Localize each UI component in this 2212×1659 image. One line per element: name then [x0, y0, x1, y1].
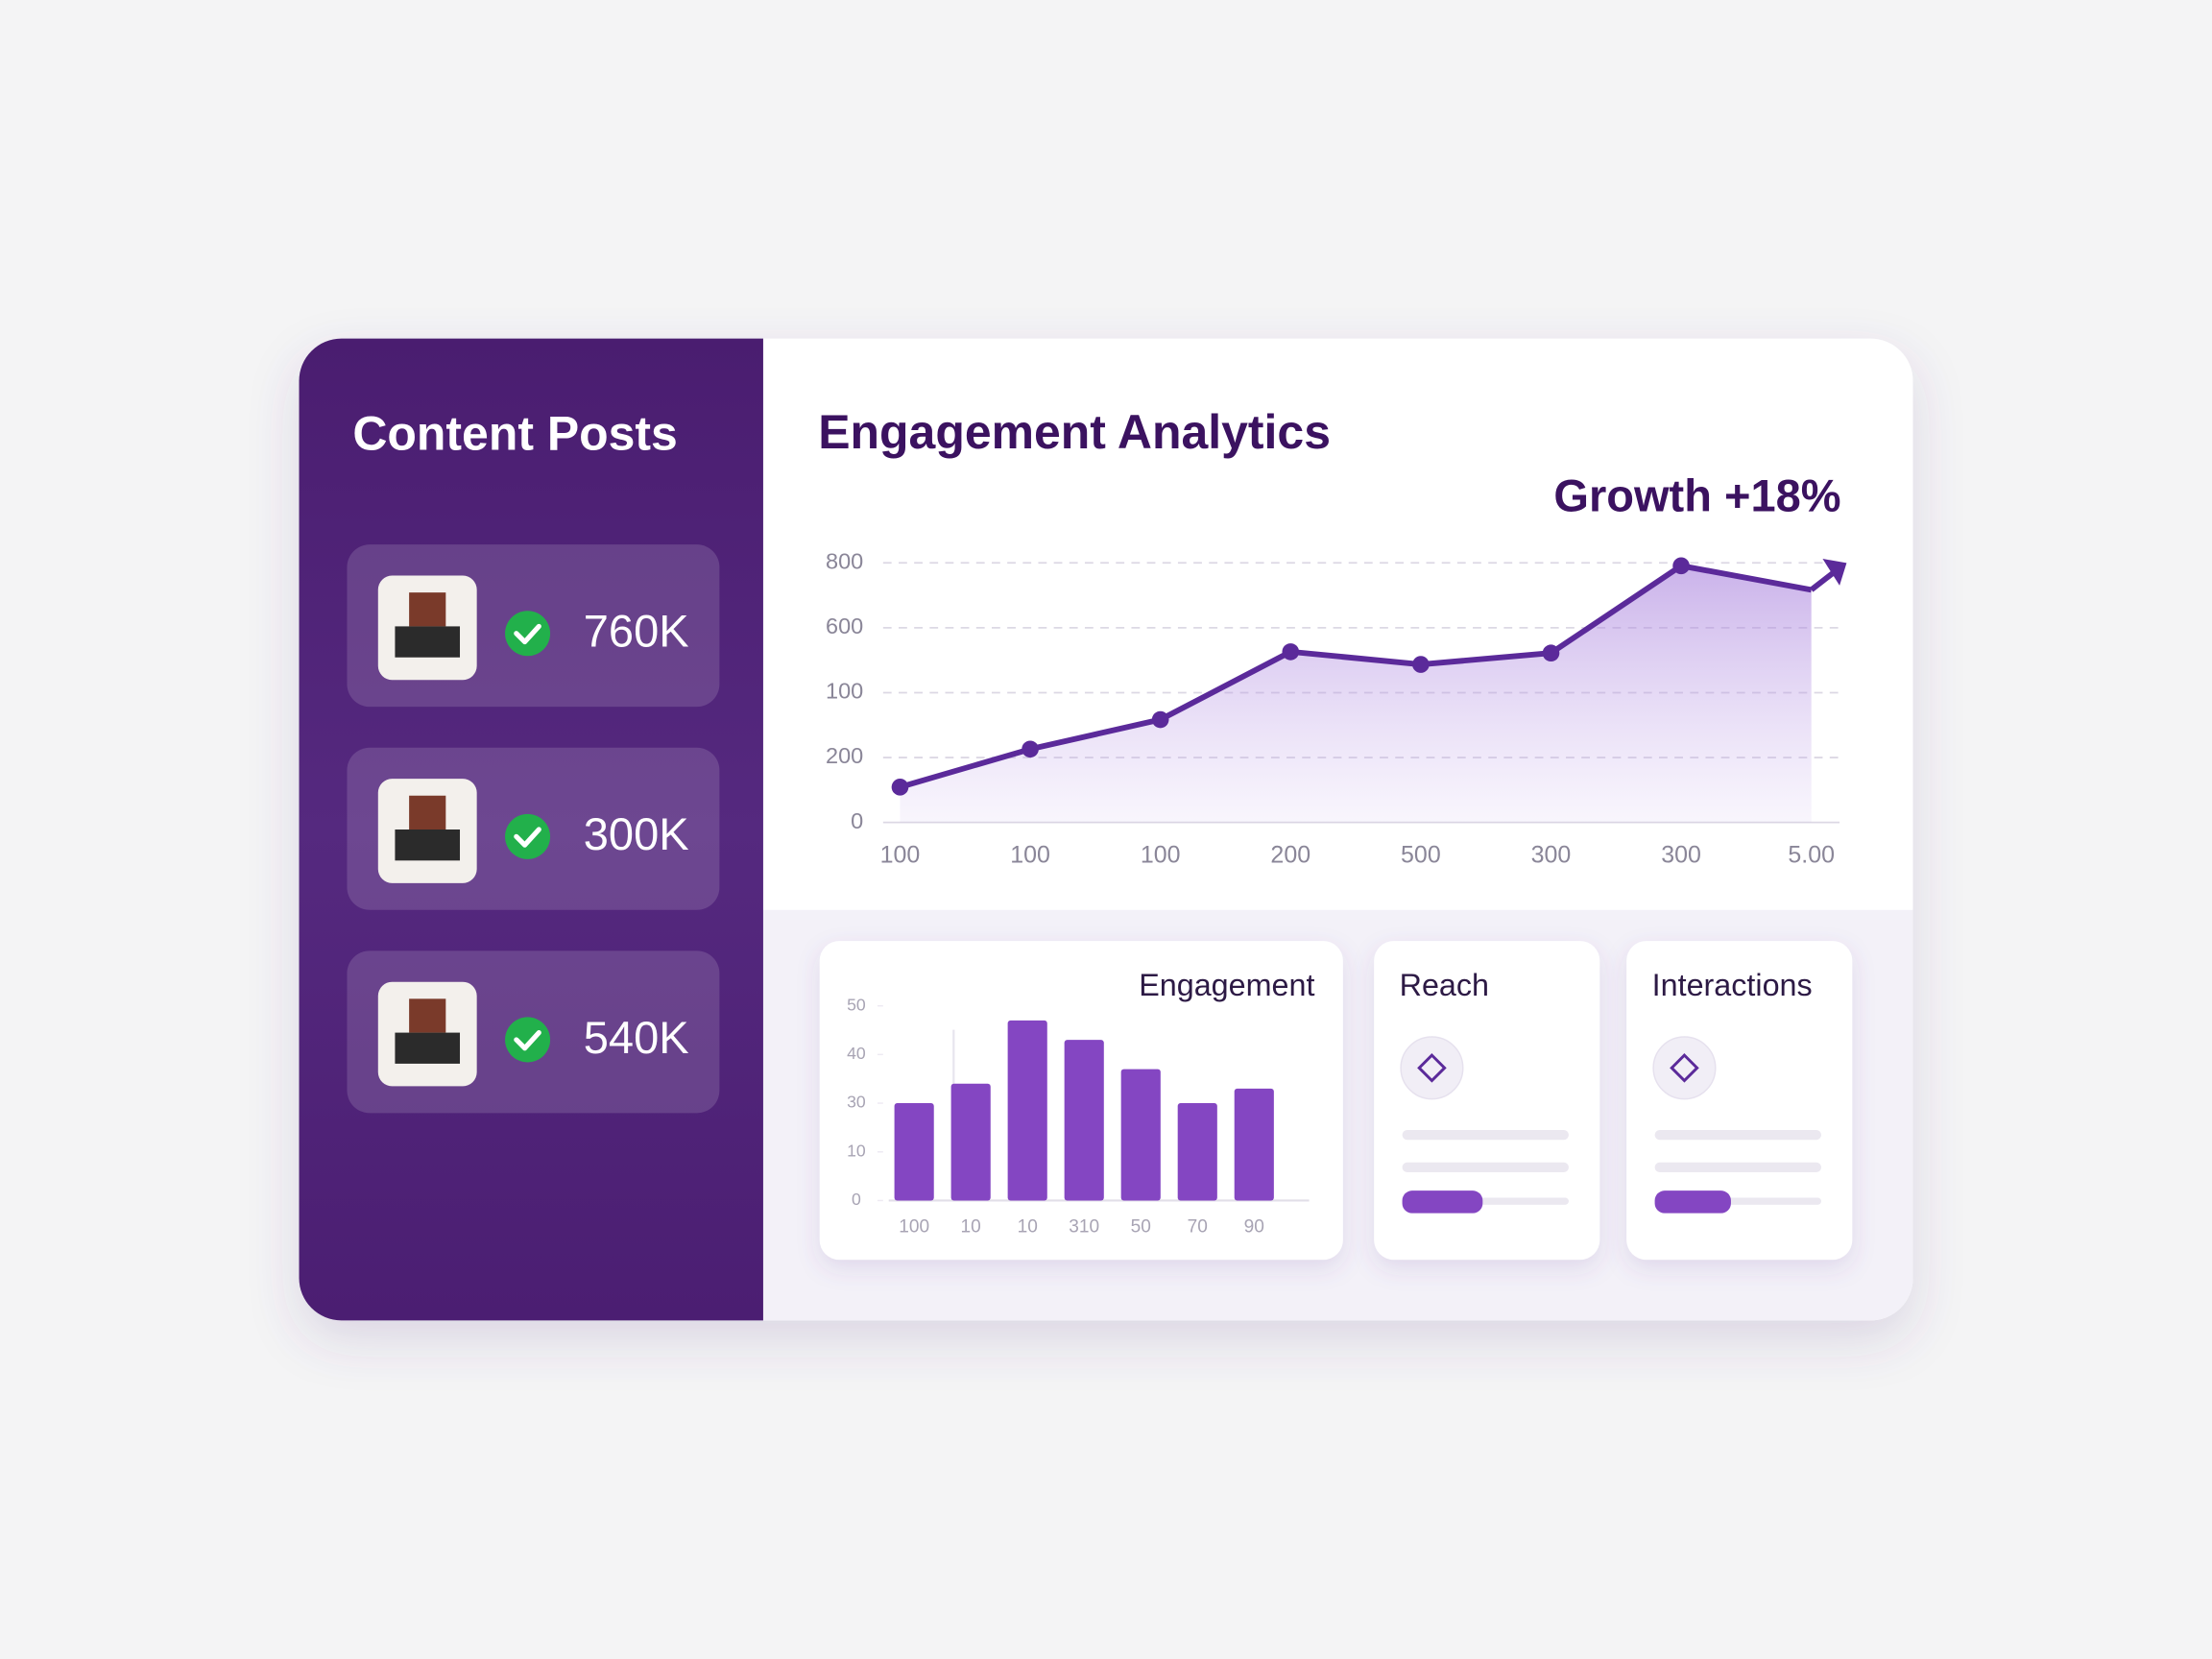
y-tick-label: 50 [847, 995, 866, 1014]
area-fill [900, 565, 1812, 823]
x-tick-label: 5.00 [1788, 842, 1835, 869]
point [1151, 710, 1169, 729]
y-tick-label: 100 [826, 679, 863, 704]
point [1672, 557, 1690, 575]
thumbnail-picture [409, 795, 446, 830]
bar [894, 1103, 934, 1201]
bar [1177, 1103, 1217, 1201]
bar [1120, 1069, 1161, 1201]
bar-chart: 0 10 30 40 50 100 10 10 310 50 70 90 [847, 995, 1310, 1237]
point [891, 778, 909, 796]
check-mark [514, 623, 541, 645]
x-tick-label: 10 [1018, 1216, 1038, 1237]
post-item: 760K [347, 544, 720, 708]
bar [950, 1083, 991, 1201]
point [1412, 656, 1430, 673]
x-tick-label: 100 [1010, 842, 1050, 869]
post-value: 300K [584, 808, 689, 859]
bar-chart-title: Engagement [1139, 968, 1314, 1002]
bar [1064, 1040, 1104, 1201]
icon-diamond [1417, 1053, 1447, 1083]
check-icon [505, 611, 551, 657]
skeleton-line [1402, 1162, 1569, 1173]
line-chart: 0 200 100 600 800 100 100 100 200 500 300 300 5.00 [826, 548, 1847, 869]
line [899, 563, 1813, 790]
bar [1007, 1020, 1047, 1201]
post-list: 760K 300K 540K [347, 544, 720, 1114]
card-title: Interactions [1652, 968, 1813, 1002]
icon-badge [1400, 1036, 1464, 1100]
y-tick-label: 600 [826, 613, 863, 638]
point [1542, 644, 1560, 662]
chart-title: Engagement Analytics [818, 405, 1331, 459]
progress-fill [1402, 1190, 1483, 1214]
thumbnail-table [395, 1032, 461, 1064]
bar [1234, 1088, 1274, 1201]
x-tick-label: 300 [1661, 842, 1701, 869]
sidebar-title: Content Posts [352, 407, 677, 461]
x-tick-label: 300 [1531, 842, 1572, 869]
metric-cards: Reach Interactions [1374, 941, 1853, 1261]
point [1282, 643, 1300, 661]
skeleton-line [1654, 1129, 1821, 1141]
growth-label: Growth +18% [1553, 470, 1840, 521]
y-tick-label: 0 [852, 1190, 861, 1209]
x-tick-label: 500 [1401, 842, 1441, 869]
post-value: 760K [584, 606, 689, 657]
icon-badge [1652, 1036, 1717, 1100]
skeleton-line [1654, 1162, 1821, 1173]
check-mark [514, 1030, 541, 1051]
metric-card [1626, 941, 1853, 1261]
x-tick-label: 10 [961, 1216, 981, 1237]
check-icon [505, 1017, 551, 1063]
progress-fill [1654, 1190, 1731, 1214]
post-item: 540K [347, 950, 720, 1114]
check-mark [514, 827, 541, 848]
point [1022, 740, 1039, 758]
thumbnail-picture [409, 998, 446, 1033]
check-icon [505, 813, 551, 859]
x-tick-label: 90 [1244, 1216, 1264, 1237]
x-tick-label: 50 [1131, 1216, 1151, 1237]
post-value: 540K [584, 1012, 689, 1063]
post-item: 300K [347, 747, 720, 910]
thumbnail-picture [409, 592, 446, 627]
y-tick-label: 200 [826, 743, 863, 768]
x-tick-label: 310 [1069, 1216, 1099, 1237]
y-tick-label: 800 [826, 548, 863, 573]
icon-diamond [1670, 1053, 1699, 1083]
x-tick-label: 100 [1141, 842, 1181, 869]
y-tick-label: 40 [847, 1044, 866, 1063]
x-tick-label: 100 [899, 1216, 929, 1237]
y-tick-label: 10 [847, 1141, 866, 1160]
trend-arrowhead [1822, 559, 1847, 586]
metric-card [1374, 941, 1600, 1261]
skeleton-line [1402, 1129, 1569, 1141]
x-tick-label: 70 [1188, 1216, 1208, 1237]
thumbnail-table [395, 626, 461, 658]
x-tick-label: 200 [1270, 842, 1310, 869]
thumbnail-table [395, 830, 461, 861]
x-tick-label: 100 [880, 842, 921, 869]
card-title: Reach [1400, 968, 1489, 1002]
y-tick-label: 30 [847, 1093, 866, 1112]
y-tick-label: 0 [851, 808, 863, 833]
